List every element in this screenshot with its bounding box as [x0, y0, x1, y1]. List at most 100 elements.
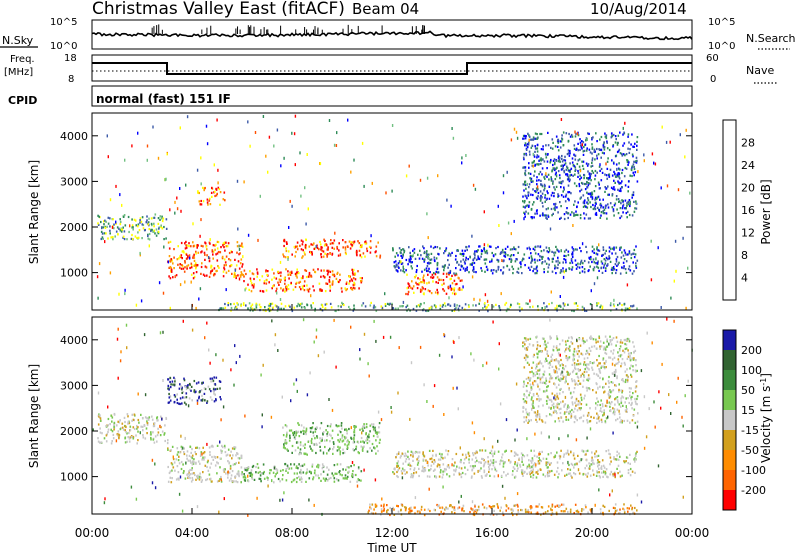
power-cells-scatter-80: [176, 196, 178, 200]
power-cells-cell-7-847: [626, 159, 628, 162]
power-yticks-label-2: 3000: [60, 175, 88, 188]
vel-cells-cell-6-156: [398, 451, 400, 454]
vel-cells-cell-0-10: [128, 431, 130, 435]
vel-cells-cell-6-672: [530, 469, 532, 472]
power-cells-cell-0-119: [147, 223, 149, 226]
power-cells-cell-7-70: [616, 143, 619, 146]
vel-cells-cell-6-15: [528, 465, 531, 468]
vel-cells-cell-6-175: [513, 451, 516, 454]
power-cells-cell-6-46: [555, 272, 557, 275]
power-cells-cell-3-292: [353, 281, 355, 284]
power-cells-cell-7-1076: [614, 181, 616, 184]
power-cells-cell-7-979: [631, 153, 634, 156]
vel-cells-cell-5-120: [373, 508, 375, 511]
vel-cells-cell-6-127: [505, 449, 507, 452]
power-cells-scatter-223: [480, 249, 483, 253]
power-cells-cell-6-585: [576, 265, 579, 268]
power-cells-cell-6-76: [619, 272, 622, 275]
vel-cells-cell-1-175: [200, 480, 203, 483]
vel-cells-cell-5-181: [461, 509, 463, 512]
power-cells-cell-7-944: [542, 148, 544, 151]
noise-tick-bottom-left: 10^0: [50, 41, 77, 52]
vel-cells-cell-6-588: [471, 458, 474, 461]
power-cells-cell-7-232: [557, 194, 560, 197]
power-cells-cell-6-691: [494, 253, 497, 256]
vel-cells-cell-1-136: [193, 461, 195, 464]
vel-cells-cell-1-277: [238, 461, 240, 464]
power-cells-cell-8-221: [472, 304, 474, 307]
vel-cells-cell-1-4: [174, 469, 176, 472]
power-cells-cell-6-655: [475, 271, 477, 274]
vel-cells-cell-0-156: [127, 436, 129, 439]
vel-cells-cell-2-183: [333, 480, 336, 483]
power-cells-scatter-205: [115, 220, 117, 224]
power-cells-cell-4-132: [305, 238, 307, 241]
power-cells-cell-7-779: [531, 138, 533, 141]
power-cells-cell-6-432: [428, 261, 430, 264]
power-cells-cell-6-187: [605, 249, 607, 252]
power-cells-cell-7-708: [582, 201, 585, 204]
power-cells-cell-7-103: [561, 160, 564, 163]
power-cells-cell-6-609: [544, 260, 546, 263]
vel-cells-cell-7-148: [571, 371, 574, 374]
vel-cells-cell-0-111: [125, 425, 127, 429]
power-cells-cell-5-65: [407, 290, 410, 293]
vel-cells-cell-3-182: [360, 445, 363, 448]
power-cells-cell-4-166: [304, 246, 307, 249]
vel-cells-cell-0-107: [121, 422, 124, 425]
power-cells-cell-8-232: [617, 303, 619, 307]
power-cells-cell-6-51: [581, 266, 584, 269]
vel-cells-cell-5-138: [461, 507, 463, 510]
vel-cells-cell-7-106: [577, 359, 579, 362]
vel-cells-cell-2-22: [339, 470, 341, 473]
power-cells-scatter-153: [353, 158, 355, 162]
vel-cells-cell-6-415: [590, 463, 593, 466]
vel-cells-cell-0-60: [146, 420, 148, 423]
vel-cells-cell-6-223: [514, 463, 516, 466]
vel-cells-cell-6-336: [634, 471, 636, 474]
vel-cells-cell-5-27: [512, 513, 514, 517]
power-cells-cell-8-137: [343, 303, 345, 307]
vel-cells-cell-7-50: [617, 354, 620, 358]
vel-cells-cell-7-175: [621, 378, 624, 381]
power-cells-cell-8-74: [484, 305, 486, 308]
vel-cells-cell-6-272: [446, 453, 449, 456]
power-cells-scatter-47: [208, 256, 210, 259]
vel-cells-cell-6-698: [488, 465, 490, 468]
vel-cells-cell-1-110: [227, 448, 230, 451]
power-cells-scatter-156: [544, 306, 546, 309]
power-cells-cell-3-153: [351, 268, 353, 271]
vel-cells-cell-0-123: [127, 415, 129, 418]
vel-cells-cell-3-23: [366, 436, 368, 439]
vel-cells-cell-5-136: [475, 511, 478, 514]
vel-cells-cell-5-35: [451, 511, 453, 514]
vel-cells-cell-6-696: [482, 465, 485, 468]
vel-cells-cell-3-259: [299, 452, 302, 455]
power-cells-cell-8-116: [381, 306, 384, 309]
vel-cells-cell-2-230: [274, 475, 276, 478]
power-cells-cell-5-68: [461, 288, 463, 291]
vel-cells-cell-6-651: [518, 457, 521, 460]
vel-cells-cell-6-133: [409, 464, 411, 467]
power-cells-cell-1-170: [221, 255, 224, 258]
vel-cells-cell-7-298: [598, 416, 600, 419]
power-cells-cell-7-1039: [561, 164, 563, 167]
power-cells-cell-4-162: [342, 246, 344, 249]
power-cells-cell-7-1024: [583, 177, 585, 180]
vel-cells-cell-7-127: [616, 340, 619, 343]
power-cells-cell-6-487: [628, 265, 631, 268]
power-cells-cell-7-540: [586, 181, 588, 184]
power-cells-cell-8-294: [264, 306, 266, 309]
power-cells-cell-7-758: [545, 144, 547, 147]
vel-cells-cell-7-33: [522, 410, 524, 413]
power-cells-cell-6-397: [633, 270, 635, 273]
vel-cells-cell-4-133: [167, 401, 170, 404]
vel-cells-cell-3-226: [315, 451, 317, 455]
vel-cells-cell-0-88: [116, 424, 118, 427]
power-cells-scatter-119: [169, 306, 171, 310]
vel-cells-cell-7-138: [544, 347, 547, 350]
vel-cells-cell-4-121: [172, 383, 174, 386]
vel-cells-cell-7-401: [591, 345, 593, 348]
power-cells-cell-8-338: [581, 305, 584, 308]
vel-cells-cell-7-205: [578, 417, 581, 420]
